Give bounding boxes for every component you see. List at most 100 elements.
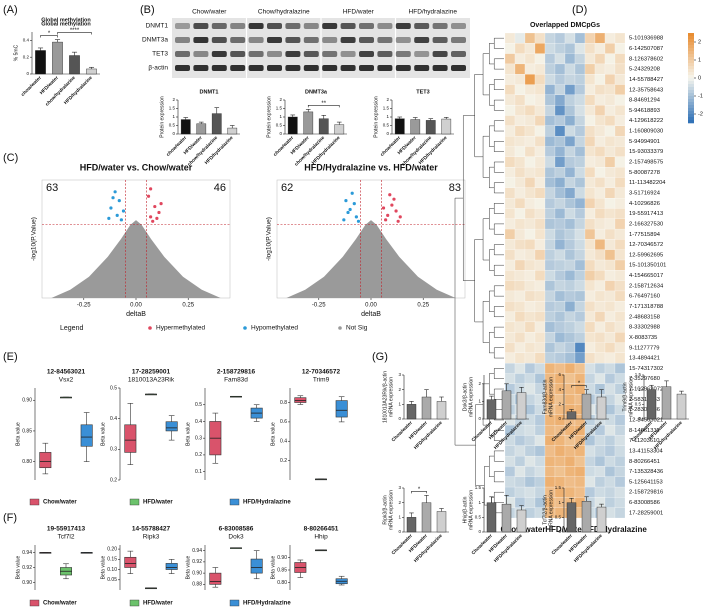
heatmap-cell bbox=[604, 136, 616, 147]
y-tick-label: 0.5 bbox=[169, 123, 176, 128]
blot-band bbox=[377, 51, 393, 57]
blot-band bbox=[248, 65, 264, 71]
blot-band bbox=[322, 37, 338, 43]
heatmap-cell bbox=[554, 259, 566, 271]
heatmap-cell bbox=[524, 425, 536, 436]
dendrogram-branch bbox=[489, 249, 495, 271]
blot-band bbox=[395, 23, 411, 29]
y-tick-label: 2 bbox=[172, 97, 175, 102]
heatmap-cell bbox=[564, 125, 576, 137]
heatmap-cell bbox=[514, 455, 526, 467]
chart-title: Hhip bbox=[314, 534, 328, 541]
heatmap-cell bbox=[584, 321, 596, 333]
heatmap-cell bbox=[554, 156, 566, 168]
heatmap-cell bbox=[524, 239, 536, 250]
blot-band bbox=[340, 37, 356, 43]
heatmap-cell bbox=[604, 94, 616, 106]
heatmap-cell bbox=[564, 363, 576, 374]
heatmap-cell bbox=[594, 435, 606, 446]
y-tick-label: 0.8 bbox=[280, 400, 287, 406]
heatmap-cell bbox=[524, 208, 536, 219]
hypo-point bbox=[107, 216, 111, 220]
blot-band bbox=[451, 23, 466, 29]
chart-title: 8-80266451 bbox=[304, 526, 339, 533]
group-label: HFD/water bbox=[545, 525, 585, 534]
row-label: 2-48683158 bbox=[629, 314, 660, 320]
heatmap-cell bbox=[584, 74, 596, 85]
heatmap-cell bbox=[564, 32, 576, 44]
heatmap-cell bbox=[584, 208, 596, 219]
heatmap-cell bbox=[534, 84, 546, 96]
heatmap-cell bbox=[544, 156, 556, 168]
heatmap-cell bbox=[514, 259, 526, 271]
heatmap-cell bbox=[554, 455, 566, 467]
y-axis-label: Fam83d/β-actin bbox=[542, 379, 548, 414]
blot-band bbox=[230, 51, 246, 57]
legend-swatch bbox=[229, 599, 240, 607]
heatmap-cell bbox=[564, 63, 576, 75]
heatmap-cell bbox=[514, 105, 526, 116]
blot-band bbox=[451, 65, 466, 71]
heatmap-cell bbox=[504, 342, 516, 353]
bar bbox=[421, 396, 432, 420]
heatmap-cell bbox=[604, 167, 616, 178]
y-axis-label: Trim9/β-actin bbox=[622, 382, 628, 411]
panel-label: (G) bbox=[372, 351, 388, 363]
heatmap-cell bbox=[584, 228, 596, 240]
row-label: 1-160809030 bbox=[629, 129, 663, 135]
row-label: 17-28259001 bbox=[629, 510, 663, 516]
dendrogram-branch bbox=[489, 373, 495, 395]
legend-label: Not Sig bbox=[346, 325, 368, 332]
chart-title: Global methylation bbox=[41, 21, 91, 27]
heatmap-cell bbox=[564, 167, 576, 178]
blot-band bbox=[211, 23, 227, 29]
heatmap-cell bbox=[614, 94, 626, 106]
heatmap-cell bbox=[574, 167, 586, 178]
heatmap-cell bbox=[574, 239, 586, 250]
heatmap-cell bbox=[524, 290, 536, 302]
heatmap-cell bbox=[574, 187, 586, 199]
dendrogram-branch bbox=[474, 74, 484, 158]
heatmap-cell bbox=[594, 43, 606, 54]
y-tick-label: 1 bbox=[478, 399, 481, 404]
heatmap-cell bbox=[524, 497, 536, 508]
chart-title: 12-84563021 bbox=[47, 369, 86, 376]
heatmap-cell bbox=[604, 53, 616, 65]
y-tick-label: 0 bbox=[398, 529, 401, 534]
heatmap-cell bbox=[594, 84, 606, 96]
hyper-point bbox=[149, 215, 153, 219]
y-tick-label: 2 bbox=[558, 402, 561, 407]
colorbar-step bbox=[688, 78, 694, 82]
hyper-point bbox=[392, 197, 396, 201]
y-tick-label: 2 bbox=[279, 97, 282, 102]
blot-band bbox=[432, 37, 448, 43]
dendrogram-branch bbox=[454, 197, 476, 446]
y-tick-label: 0.15 bbox=[107, 557, 117, 563]
dendrogram-branch bbox=[482, 301, 490, 343]
box bbox=[124, 424, 137, 453]
blot-band bbox=[414, 37, 430, 43]
colorbar-step bbox=[688, 36, 694, 40]
bar bbox=[425, 120, 436, 135]
heatmap-cell bbox=[514, 74, 526, 85]
heatmap-cell bbox=[584, 270, 596, 281]
heatmap-cell bbox=[574, 74, 586, 85]
y-tick-label: 0.05 bbox=[107, 577, 117, 583]
legend-label: Chow/water bbox=[43, 601, 77, 607]
legend-swatch bbox=[129, 498, 140, 506]
row-label: 7-171318788 bbox=[629, 304, 663, 310]
heatmap-cell bbox=[574, 342, 586, 353]
heatmap-cell bbox=[504, 466, 516, 477]
y-tick-label: 0.94 bbox=[192, 548, 202, 554]
hyper-point bbox=[159, 202, 163, 206]
heatmap-cell bbox=[594, 208, 606, 219]
heatmap-cell bbox=[594, 352, 606, 364]
row-label: 11-113482204 bbox=[629, 180, 666, 186]
blot-band bbox=[303, 51, 319, 57]
heatmap-cell bbox=[574, 63, 586, 75]
heatmap-cell bbox=[584, 301, 596, 312]
heatmap-cell bbox=[564, 177, 576, 188]
heatmap-cell bbox=[554, 332, 566, 343]
heatmap-cell bbox=[564, 156, 576, 168]
